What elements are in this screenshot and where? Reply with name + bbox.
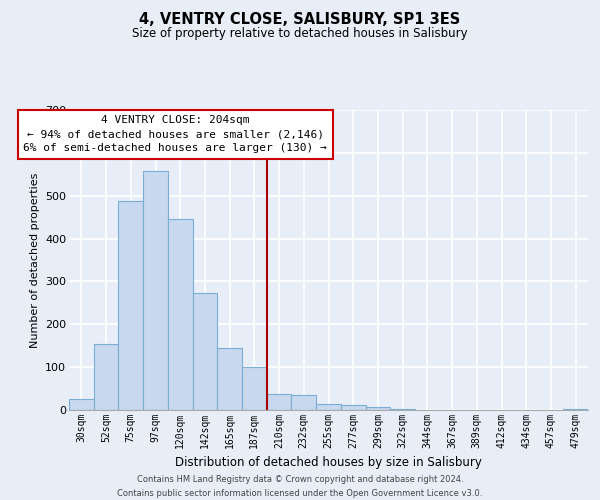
Bar <box>341 405 365 410</box>
Text: 4 VENTRY CLOSE: 204sqm
← 94% of detached houses are smaller (2,146)
6% of semi-d: 4 VENTRY CLOSE: 204sqm ← 94% of detached… <box>23 115 327 153</box>
Bar <box>267 394 292 410</box>
Y-axis label: Number of detached properties: Number of detached properties <box>29 172 40 348</box>
Text: 4, VENTRY CLOSE, SALISBURY, SP1 3ES: 4, VENTRY CLOSE, SALISBURY, SP1 3ES <box>139 12 461 28</box>
Bar <box>316 404 341 410</box>
Bar <box>563 408 588 410</box>
Bar <box>168 220 193 410</box>
Bar <box>69 400 94 410</box>
Bar <box>118 201 143 410</box>
Bar <box>193 293 217 410</box>
Bar <box>292 395 316 410</box>
Bar <box>242 367 267 410</box>
Bar <box>217 348 242 410</box>
X-axis label: Distribution of detached houses by size in Salisbury: Distribution of detached houses by size … <box>175 456 482 469</box>
Bar <box>143 171 168 410</box>
Bar <box>94 344 118 410</box>
Text: Contains HM Land Registry data © Crown copyright and database right 2024.
Contai: Contains HM Land Registry data © Crown c… <box>118 476 482 498</box>
Text: Size of property relative to detached houses in Salisbury: Size of property relative to detached ho… <box>132 28 468 40</box>
Bar <box>390 408 415 410</box>
Bar <box>365 406 390 410</box>
